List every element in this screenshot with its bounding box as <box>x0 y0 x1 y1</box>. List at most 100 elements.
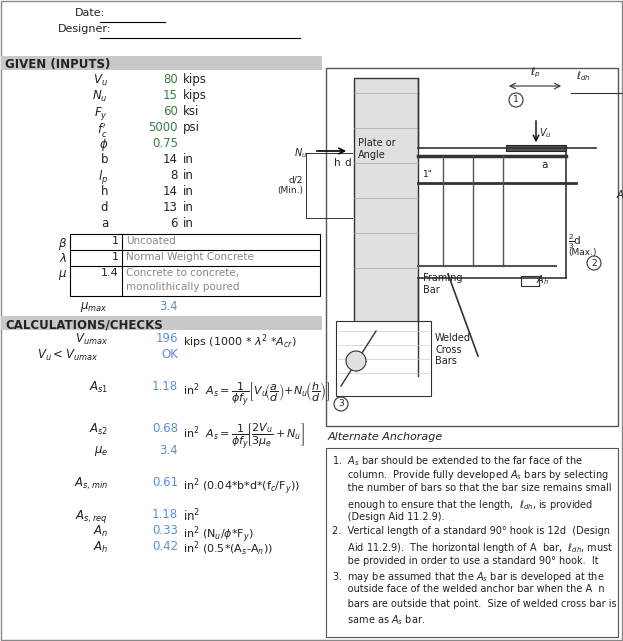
Text: GIVEN (INPUTS): GIVEN (INPUTS) <box>5 58 110 71</box>
Text: $V_u$: $V_u$ <box>539 126 551 140</box>
Text: 15: 15 <box>163 89 178 102</box>
Text: 0.75: 0.75 <box>152 137 178 150</box>
Text: h: h <box>334 158 341 168</box>
Text: 13: 13 <box>163 201 178 214</box>
Text: in: in <box>183 185 194 198</box>
Text: monolithically poured: monolithically poured <box>126 282 239 292</box>
Text: $\mu_{max}$: $\mu_{max}$ <box>80 300 108 314</box>
Text: a: a <box>541 160 548 170</box>
Text: $\it{l}_p$: $\it{l}_p$ <box>98 169 108 187</box>
Text: 3.4: 3.4 <box>159 300 178 313</box>
Text: CALCULATIONS/CHECKS: CALCULATIONS/CHECKS <box>5 318 163 331</box>
Text: in$^2$ (0.5*(A$_s$-A$_n$)): in$^2$ (0.5*(A$_s$-A$_n$)) <box>183 540 273 558</box>
Text: 2.  Vertical length of a standard 90° hook is 12d  (Design: 2. Vertical length of a standard 90° hoo… <box>332 526 610 537</box>
Text: $\phi$: $\phi$ <box>98 137 108 153</box>
Text: outside face of the welded anchor bar when the A  n: outside face of the welded anchor bar wh… <box>332 585 605 594</box>
Text: Designer:: Designer: <box>58 24 112 34</box>
Text: $\beta$: $\beta$ <box>58 236 67 252</box>
Text: $A_s$: $A_s$ <box>616 188 623 202</box>
Text: 14: 14 <box>163 153 178 166</box>
Text: in$^2$ (0.04*b*d*(f$_c$/F$_y$)): in$^2$ (0.04*b*d*(f$_c$/F$_y$)) <box>183 476 300 497</box>
Text: in$^2$ (N$_u$/$\phi$*F$_y$): in$^2$ (N$_u$/$\phi$*F$_y$) <box>183 524 254 545</box>
Text: $A_h$: $A_h$ <box>93 540 108 555</box>
Circle shape <box>509 93 523 107</box>
Text: 1: 1 <box>112 252 119 262</box>
Text: $N_u$: $N_u$ <box>92 89 108 104</box>
Text: Welded
Cross
Bars: Welded Cross Bars <box>435 333 471 366</box>
Text: $F_y$: $F_y$ <box>94 105 108 122</box>
Text: Concrete to concrete,: Concrete to concrete, <box>126 268 239 278</box>
Bar <box>1 56 322 70</box>
Text: column.  Provide fully developed $A_s$ bars by selecting: column. Provide fully developed $A_s$ ba… <box>332 469 609 483</box>
Text: 1": 1" <box>423 170 433 179</box>
Text: in$^2$: in$^2$ <box>183 508 200 524</box>
Text: $V_{umax}$: $V_{umax}$ <box>75 332 108 347</box>
Text: in$^2$  $A_s = \dfrac{1}{\phi f_y}\left[V_u\!\left(\dfrac{a}{d}\right)\!+\!N_u\!: in$^2$ $A_s = \dfrac{1}{\phi f_y}\left[V… <box>183 380 330 408</box>
Text: in: in <box>183 169 194 182</box>
Text: Normal Weight Concrete: Normal Weight Concrete <box>126 252 254 262</box>
Text: $A_{s,min}$: $A_{s,min}$ <box>74 476 108 492</box>
Text: 1: 1 <box>112 236 119 246</box>
Text: 3: 3 <box>338 399 344 408</box>
Text: in$^2$  $A_s = \dfrac{1}{\phi f_y}\!\left[\dfrac{2V_u}{3\mu_e}+N_u\right]$: in$^2$ $A_s = \dfrac{1}{\phi f_y}\!\left… <box>183 422 305 451</box>
Text: 6: 6 <box>171 217 178 230</box>
Text: $\ell_{dh}$: $\ell_{dh}$ <box>576 69 591 83</box>
Text: $\mu_e$: $\mu_e$ <box>93 444 108 458</box>
Text: ksi: ksi <box>183 105 199 118</box>
Text: Plate or
Angle: Plate or Angle <box>358 138 396 160</box>
Bar <box>326 448 618 637</box>
Text: 60: 60 <box>163 105 178 118</box>
Text: 1.4: 1.4 <box>102 268 119 278</box>
Text: 1.18: 1.18 <box>152 380 178 393</box>
Text: Aid 11.2.9).  The horizontal length of A  bar,  $\ell_{dh}$, must: Aid 11.2.9). The horizontal length of A … <box>332 541 613 555</box>
Text: OK: OK <box>161 348 178 361</box>
Text: $f_c'$: $f_c'$ <box>97 121 108 139</box>
Text: Alternate Anchorage: Alternate Anchorage <box>328 432 443 442</box>
Text: $A_{s2}$: $A_{s2}$ <box>88 422 108 437</box>
Text: enough to ensure that the length,  $\ell_{dh}$, is provided: enough to ensure that the length, $\ell_… <box>332 497 593 512</box>
Text: 3.4: 3.4 <box>159 444 178 457</box>
Text: d/2
(Min.): d/2 (Min.) <box>277 176 303 196</box>
Text: 8: 8 <box>171 169 178 182</box>
Text: $V_u < V_{umax}$: $V_u < V_{umax}$ <box>37 348 98 363</box>
Bar <box>354 78 418 376</box>
Text: h: h <box>100 185 108 198</box>
Bar <box>336 321 431 396</box>
Text: be provided in order to use a standard 90° hook.  It: be provided in order to use a standard 9… <box>332 556 599 565</box>
Text: 0.42: 0.42 <box>152 540 178 553</box>
Text: kips (1000 * $\lambda^2$ *$A_{cr}$): kips (1000 * $\lambda^2$ *$A_{cr}$) <box>183 332 297 351</box>
Text: 0.68: 0.68 <box>152 422 178 435</box>
Bar <box>506 145 566 151</box>
Text: in: in <box>183 201 194 214</box>
Text: $A_{s1}$: $A_{s1}$ <box>88 380 108 395</box>
Text: same as $A_s$ bar.: same as $A_s$ bar. <box>332 613 425 628</box>
Text: Date:: Date: <box>75 8 105 18</box>
Text: 2: 2 <box>591 258 597 267</box>
Text: 80: 80 <box>163 73 178 86</box>
Bar <box>1 316 322 330</box>
Text: $V_u$: $V_u$ <box>93 73 108 88</box>
Circle shape <box>587 256 601 270</box>
Text: d: d <box>100 201 108 214</box>
Bar <box>326 68 618 426</box>
Text: 1.  $A_s$ bar should be extended to the far face of the: 1. $A_s$ bar should be extended to the f… <box>332 454 583 468</box>
Text: in: in <box>183 217 194 230</box>
Text: (Max.): (Max.) <box>568 248 596 257</box>
Text: $\mu$: $\mu$ <box>58 268 67 282</box>
Bar <box>521 276 539 286</box>
Text: b: b <box>100 153 108 166</box>
Text: 1: 1 <box>513 96 519 104</box>
Text: 196: 196 <box>156 332 178 345</box>
Text: kips: kips <box>183 89 207 102</box>
Text: in: in <box>183 153 194 166</box>
Text: Framing
Bar: Framing Bar <box>423 273 462 295</box>
Text: 3.  may be assumed that the $A_s$ bar is developed at the: 3. may be assumed that the $A_s$ bar is … <box>332 570 604 584</box>
Text: $\frac{2}{3}$d: $\frac{2}{3}$d <box>568 233 582 251</box>
Text: 0.61: 0.61 <box>152 476 178 489</box>
Text: $A_{s,req}$: $A_{s,req}$ <box>75 508 108 525</box>
Text: d: d <box>344 158 351 168</box>
Text: 14: 14 <box>163 185 178 198</box>
Text: $N_u$: $N_u$ <box>294 146 307 160</box>
Text: $\lambda$: $\lambda$ <box>59 252 67 265</box>
Circle shape <box>346 351 366 371</box>
